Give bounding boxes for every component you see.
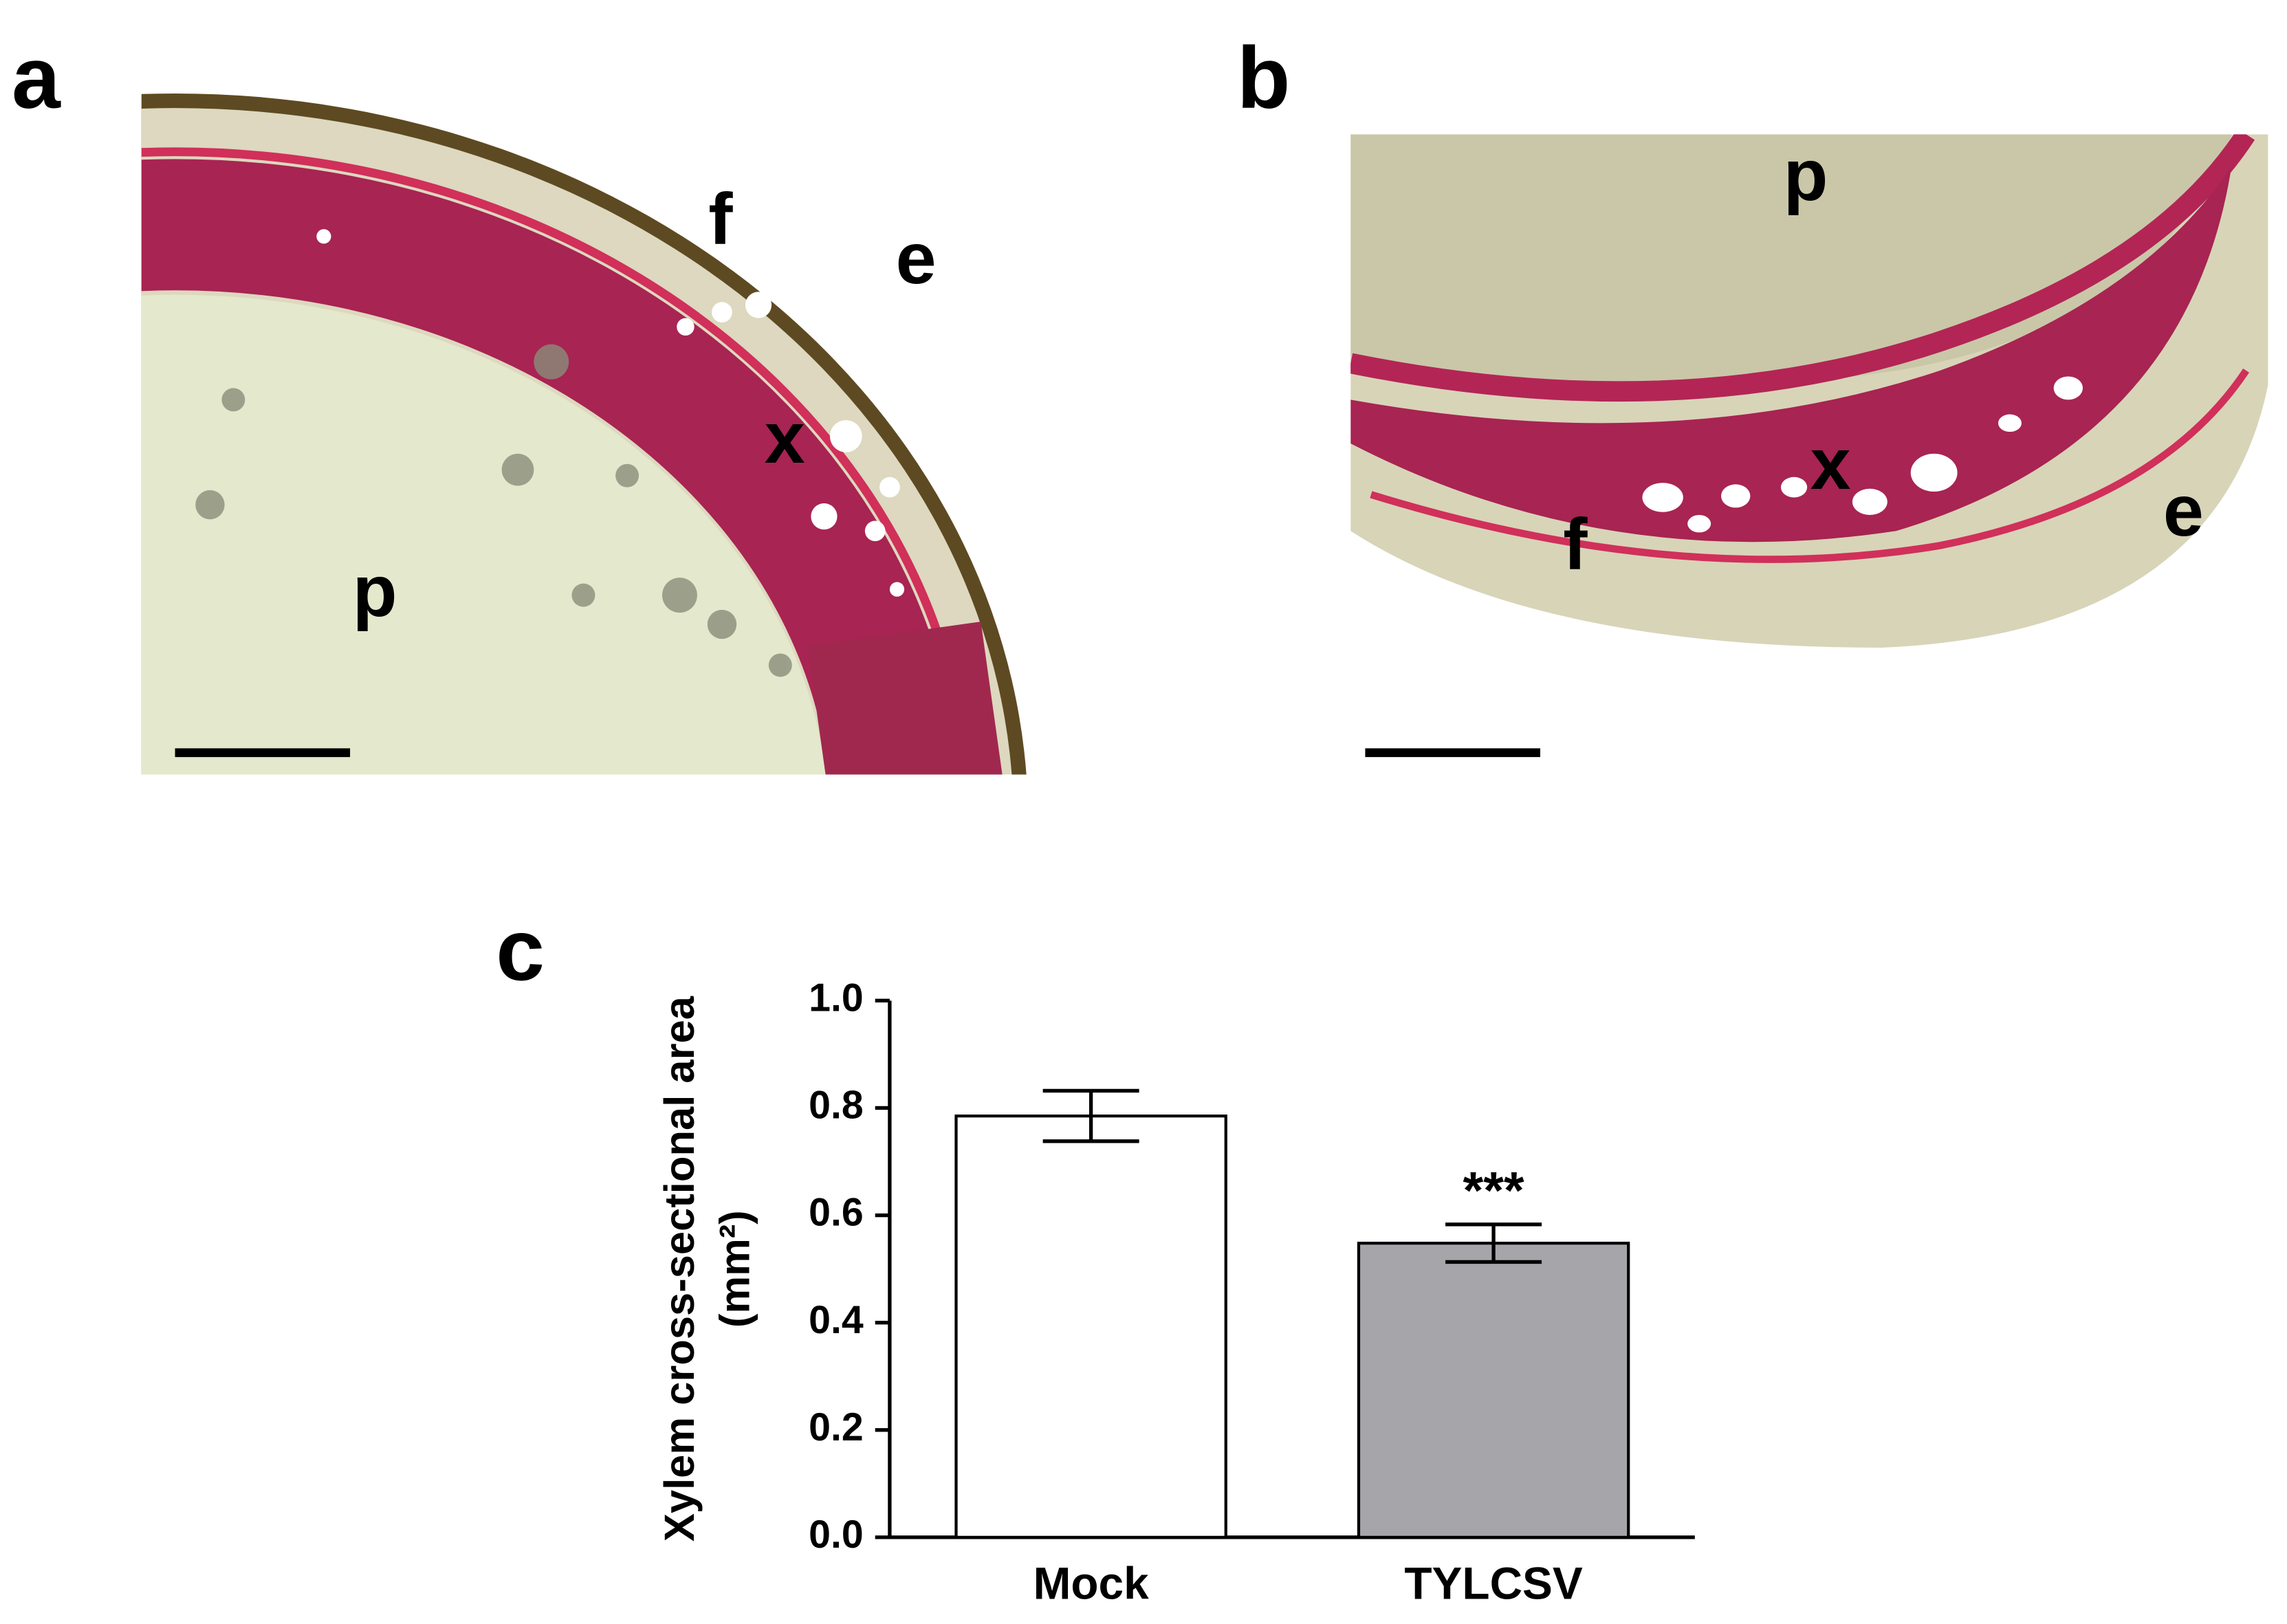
micrograph-a <box>141 86 1058 775</box>
tissue-label: f <box>708 179 733 260</box>
y-tick-label: 0.0 <box>809 1513 864 1557</box>
error-bar <box>1445 1222 1542 1264</box>
panel-label: b <box>1237 29 1291 127</box>
significance: *** <box>1463 1162 1524 1220</box>
tissue-label: e <box>2163 470 2204 551</box>
y-tick-label: 0.2 <box>809 1405 864 1449</box>
y-tick-label: 0.8 <box>809 1084 864 1128</box>
y-axis-label: Xylem cross-sectional area <box>656 996 703 1541</box>
y-tick-label: 0.6 <box>809 1191 864 1235</box>
error-bar <box>1042 1088 1139 1143</box>
panel-label: a <box>12 29 61 127</box>
bar <box>1357 1242 1630 1539</box>
bar <box>954 1115 1227 1539</box>
x-tick-label: Mock <box>1033 1557 1150 1608</box>
bar-chart: Xylem cross-sectional area (mm²) *** 0.0… <box>656 976 1695 1608</box>
tissue-label: p <box>1784 135 1828 216</box>
tissue-label: f <box>1563 504 1588 585</box>
x-tick-label: TYLCSV <box>1404 1557 1583 1608</box>
micrograph-b <box>1350 134 2268 750</box>
panel-label: c <box>496 901 545 999</box>
y-tick-label: 1.0 <box>809 976 864 1020</box>
tissue-label: e <box>896 218 937 299</box>
y-tick-label: 0.4 <box>809 1298 864 1342</box>
tissue-label: x <box>1810 424 1851 505</box>
tissue-label: x <box>765 397 805 479</box>
tissue-label: p <box>353 551 397 632</box>
y-axis-label: (mm²) <box>712 1210 759 1328</box>
